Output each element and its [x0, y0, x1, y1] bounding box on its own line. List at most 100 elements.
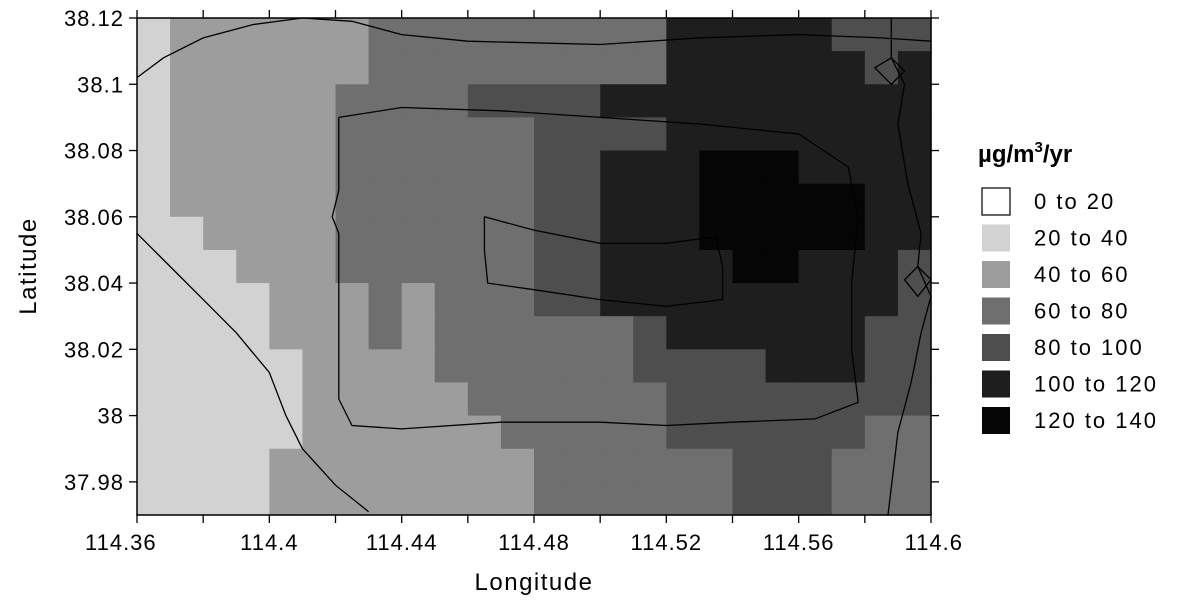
heatmap-cell	[567, 249, 601, 284]
heatmap-cell	[864, 18, 899, 52]
heatmap-cell	[137, 316, 171, 350]
heatmap-cell	[699, 448, 734, 483]
heatmap-cell	[798, 150, 833, 185]
heatmap-cell	[335, 448, 370, 483]
heatmap-cell	[236, 382, 270, 417]
y-tick-label: 38.08	[64, 139, 124, 164]
heatmap-cell	[567, 84, 601, 118]
heatmap-cell	[269, 117, 304, 152]
heatmap-cell	[633, 382, 667, 417]
heatmap-cell	[600, 415, 634, 450]
heatmap-cell	[567, 415, 601, 450]
heatmap-cell	[368, 249, 403, 284]
heatmap-cell	[269, 51, 304, 85]
heatmap-cell	[236, 481, 270, 516]
heatmap-cell	[137, 249, 171, 284]
heatmap-cell	[335, 18, 370, 52]
legend-label: 100 to 120	[1034, 372, 1158, 397]
heatmap-cell	[897, 448, 932, 483]
heatmap-cell	[666, 283, 701, 317]
heatmap-cell	[269, 150, 304, 185]
x-tick-label: 114.48	[498, 530, 570, 555]
y-tick-label: 38.12	[64, 6, 124, 31]
heatmap-cell	[434, 349, 469, 384]
heatmap-cell	[401, 117, 436, 152]
heatmap-cell	[699, 183, 734, 218]
heatmap-cell	[203, 448, 237, 483]
heatmap-cell	[864, 349, 899, 384]
heatmap-cell	[467, 283, 502, 317]
heatmap-cell	[203, 84, 237, 118]
heatmap-cell	[137, 415, 171, 450]
heatmap-cell	[600, 18, 634, 52]
heatmap-cell	[534, 448, 568, 483]
heatmap-cell	[500, 349, 535, 384]
heatmap-cell	[666, 481, 701, 516]
heatmap-cell	[864, 150, 899, 185]
heatmap-cell	[633, 18, 667, 52]
heatmap-cell	[831, 249, 866, 284]
heatmap-cell	[137, 382, 171, 417]
contour-line-right-vertical	[873, 18, 932, 516]
heatmap-cell	[434, 51, 469, 85]
heatmap-cell	[897, 316, 932, 350]
heatmap-cell	[831, 283, 866, 317]
heatmap-cell	[765, 448, 800, 483]
heatmap-cell	[600, 84, 634, 118]
heatmap-cell	[335, 249, 370, 284]
heatmap-cell	[699, 415, 734, 450]
heatmap-cell	[666, 316, 701, 350]
heatmap-cell	[434, 216, 469, 251]
heatmap-cell	[897, 415, 932, 450]
heatmap-cell	[236, 448, 270, 483]
heatmap-cell	[897, 283, 932, 317]
heatmap-cell	[600, 216, 634, 251]
heatmap-cell	[600, 349, 634, 384]
heatmap-cell	[699, 51, 734, 85]
legend-items: 0 to 20 20 to 40 40 to 60 60 to 80 80 to 100…	[981, 187, 1158, 434]
heatmap-cell	[864, 382, 899, 417]
heatmap-cell	[567, 150, 601, 185]
heatmap-cell	[732, 448, 767, 483]
heatmap-cell	[864, 481, 899, 516]
heatmap-cell	[534, 150, 568, 185]
heatmap-cell	[699, 382, 734, 417]
heatmap-cell	[203, 51, 237, 85]
heatmap-cell	[335, 51, 370, 85]
y-tick-label: 38.1	[77, 72, 124, 97]
heatmap-cell	[368, 183, 403, 218]
heatmap-cell	[170, 349, 204, 384]
heatmap-cell	[467, 51, 502, 85]
heatmap-cell	[567, 18, 601, 52]
heatmap-cell	[269, 448, 304, 483]
heatmap-cell	[500, 18, 535, 52]
heatmap-cell	[699, 349, 734, 384]
heatmap-cell	[633, 117, 667, 152]
heatmap-cell	[765, 316, 800, 350]
heatmap-cell	[633, 349, 667, 384]
heatmap-cell	[467, 84, 502, 118]
heatmap-cell	[732, 216, 767, 251]
heatmap-cell	[765, 349, 800, 384]
heatmap-cell	[401, 349, 436, 384]
heatmap-cell	[137, 18, 171, 52]
heatmap-cell	[335, 150, 370, 185]
heatmap-cell	[401, 316, 436, 350]
heatmap-cell	[534, 415, 568, 450]
heatmap-cell	[699, 150, 734, 185]
heatmap-cell	[732, 382, 767, 417]
heatmap-cell	[170, 84, 204, 118]
y-tick-label: 38	[98, 404, 124, 429]
heatmap-cell	[798, 249, 833, 284]
heatmap-cell	[203, 382, 237, 417]
heatmap-cell	[500, 316, 535, 350]
heatmap-cell	[467, 150, 502, 185]
heatmap-cell	[633, 51, 667, 85]
heatmap-cell	[633, 283, 667, 317]
heatmap-cell	[203, 481, 237, 516]
heatmap-cell	[600, 117, 634, 152]
heatmap-cell	[335, 283, 370, 317]
heatmap-cell	[335, 216, 370, 251]
contour-line-inner	[483, 216, 724, 307]
